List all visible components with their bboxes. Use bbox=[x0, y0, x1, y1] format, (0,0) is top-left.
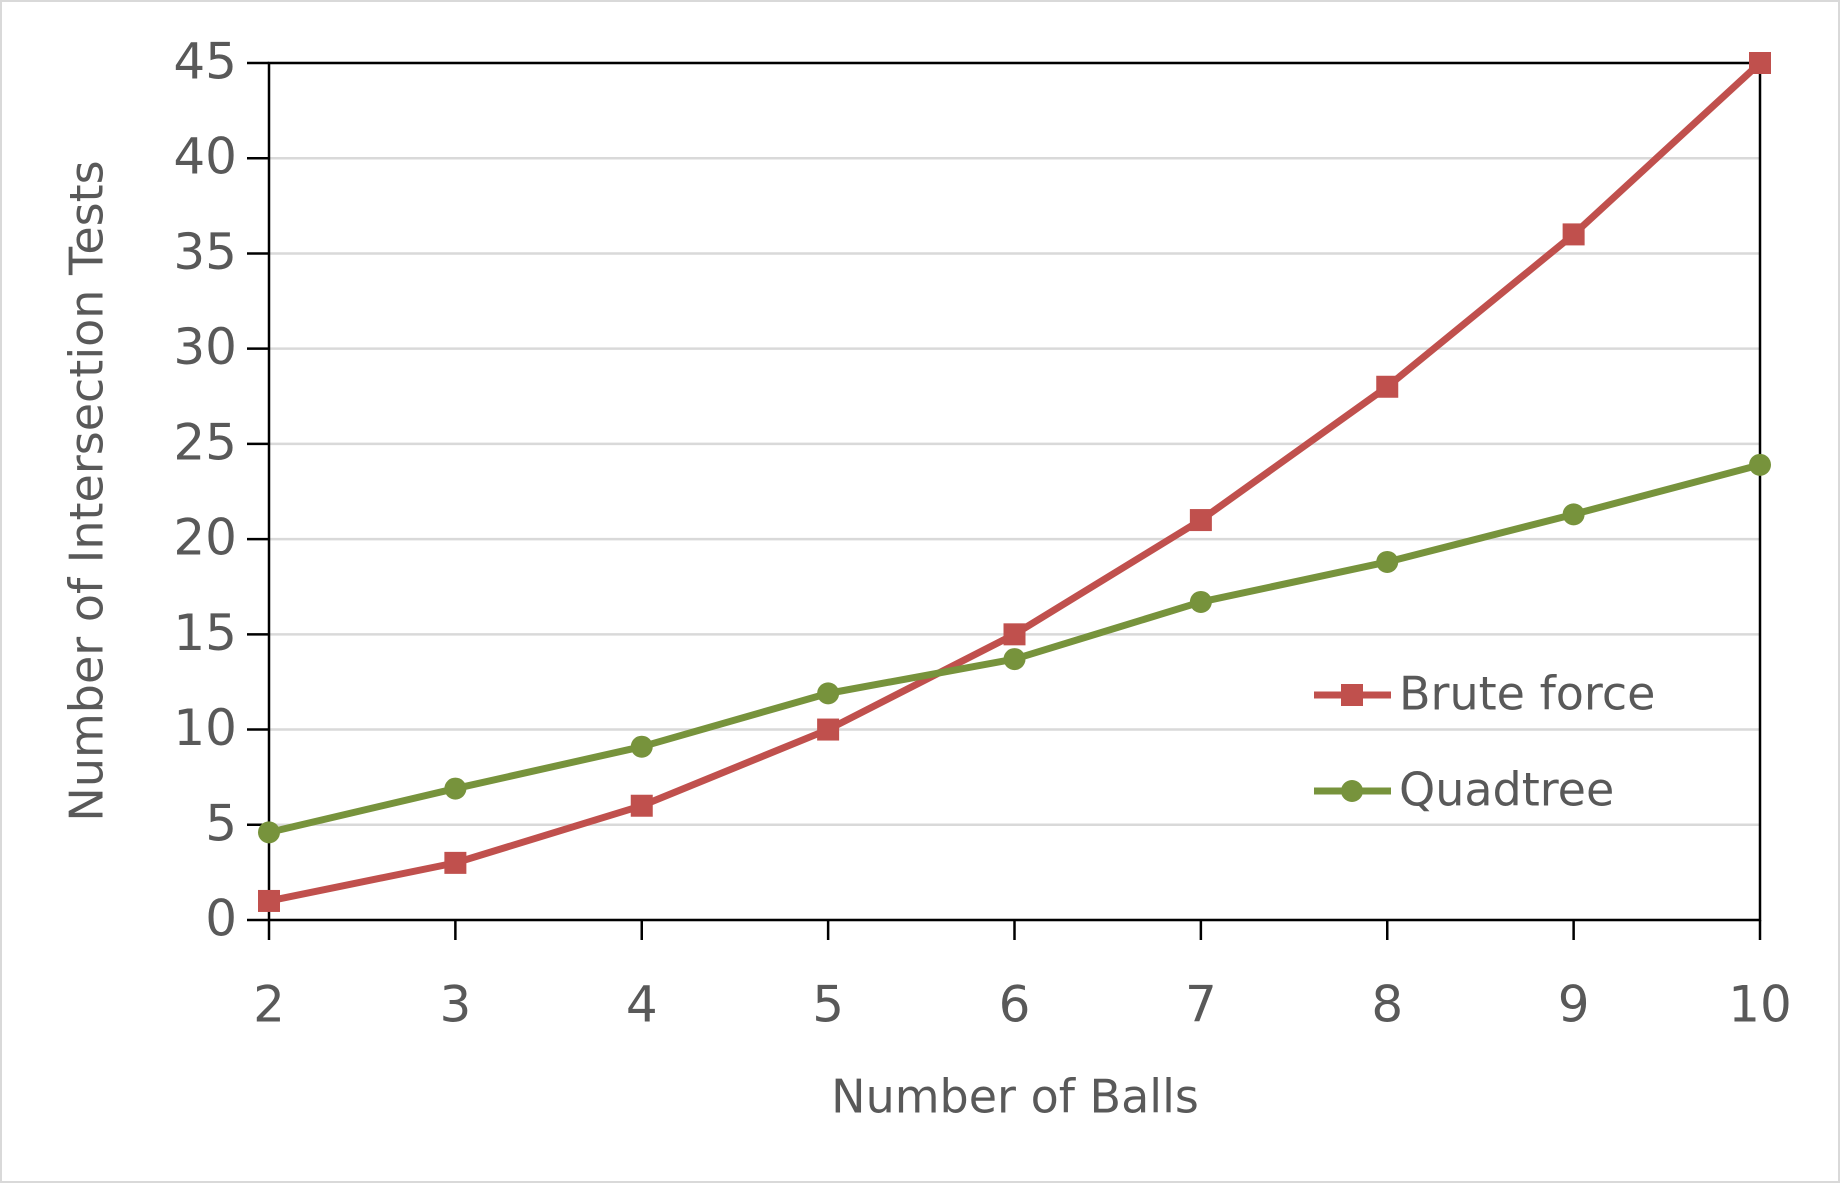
data-point bbox=[1749, 52, 1771, 74]
data-point bbox=[1376, 375, 1399, 398]
data-point bbox=[1562, 223, 1585, 246]
data-point bbox=[1003, 623, 1026, 646]
data-point bbox=[1189, 509, 1212, 532]
x-tick-label: 6 bbox=[999, 976, 1031, 1034]
data-point bbox=[1189, 590, 1212, 613]
data-point bbox=[817, 718, 840, 741]
y-tick-label: 15 bbox=[173, 604, 237, 662]
legend-marker bbox=[1341, 684, 1363, 706]
y-tick-label: 30 bbox=[173, 318, 237, 376]
x-tick-label: 2 bbox=[253, 976, 285, 1034]
x-tick-label: 9 bbox=[1558, 976, 1590, 1034]
legend-marker bbox=[1341, 780, 1363, 802]
x-tick-label: 4 bbox=[626, 976, 658, 1034]
data-point bbox=[630, 735, 653, 758]
y-tick-label: 10 bbox=[173, 699, 237, 757]
data-point bbox=[1749, 453, 1771, 476]
y-axis-title: Number of Intersection Tests bbox=[60, 160, 114, 821]
data-point bbox=[258, 821, 280, 844]
data-point bbox=[817, 682, 840, 705]
data-point bbox=[444, 777, 467, 800]
y-tick-label: 35 bbox=[173, 223, 237, 281]
legend-text: Quadtree bbox=[1399, 763, 1614, 817]
x-axis-title: Number of Balls bbox=[831, 1070, 1199, 1124]
y-tick-label: 40 bbox=[173, 128, 237, 186]
data-point bbox=[1376, 550, 1399, 573]
y-tick-label: 45 bbox=[173, 33, 237, 91]
x-tick-label: 7 bbox=[1185, 976, 1217, 1034]
data-point bbox=[1562, 503, 1585, 526]
y-tick-label: 20 bbox=[173, 509, 237, 567]
data-point bbox=[1003, 648, 1026, 671]
data-point bbox=[444, 851, 467, 874]
data-point bbox=[630, 794, 653, 817]
x-tick-label: 8 bbox=[1371, 976, 1403, 1034]
data-point bbox=[258, 889, 280, 912]
y-tick-label: 5 bbox=[205, 794, 237, 852]
y-tick-label: 0 bbox=[205, 890, 237, 948]
legend-text: Brute force bbox=[1399, 667, 1655, 721]
x-tick-label: 10 bbox=[1728, 976, 1792, 1034]
plot-border bbox=[267, 61, 1762, 922]
y-tick-label: 25 bbox=[173, 413, 237, 471]
x-tick-label: 3 bbox=[439, 976, 471, 1034]
x-tick-label: 5 bbox=[812, 976, 844, 1034]
